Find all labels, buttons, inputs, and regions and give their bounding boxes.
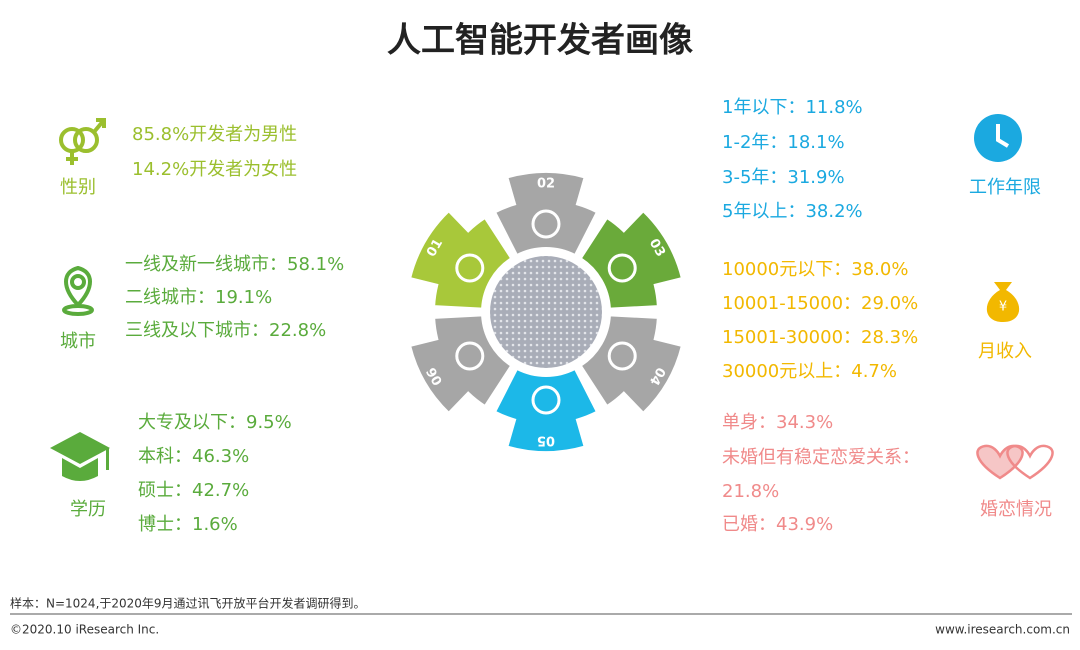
title: 人工智能开发者画像 [387, 21, 693, 61]
hearts-icon [976, 444, 1054, 480]
section-label: 工作年限 [969, 177, 1041, 198]
segment-number: 02 [537, 177, 555, 192]
gear-center [490, 256, 602, 368]
stat-line: 15001-30000：28.3% [722, 327, 918, 348]
gear-segment [493, 171, 599, 257]
section-label: 城市 [60, 331, 96, 352]
stat-line: 未婚但有稳定恋爱关系： [722, 446, 920, 468]
segment-icon [531, 385, 561, 415]
svg-text:¥: ¥ [999, 300, 1007, 315]
city-icon [62, 265, 94, 316]
stat-line: 一线及新一线城市：58.1% [125, 254, 344, 275]
money-icon: ¥ [986, 282, 1020, 322]
stat-line: 博士：1.6% [138, 514, 238, 535]
section-label: 婚恋情况 [980, 498, 1052, 520]
section-label: 性别 [60, 177, 96, 198]
segment-number: 05 [537, 433, 555, 448]
stat-line: 已婚：43.9% [722, 514, 833, 535]
stat-line: 14.2%开发者为女性 [132, 159, 297, 180]
segment-icon [531, 209, 561, 239]
stat-line: 硕士：42.7% [138, 480, 249, 501]
gear-segment [493, 367, 599, 453]
stat-line: 85.8%开发者为男性 [132, 124, 297, 145]
section-label: 月收入 [978, 341, 1032, 362]
gender-icon [59, 118, 106, 165]
stat-line: 21.8% [722, 481, 779, 502]
segment-icon [607, 341, 637, 371]
stat-line: 10000元以下：38.0% [722, 259, 908, 280]
stat-line: 本科：46.3% [138, 446, 249, 467]
segment-icon [455, 341, 485, 371]
section-label: 学历 [70, 499, 106, 520]
stat-line: 三线及以下城市：22.8% [125, 320, 326, 341]
stat-line: 1-2年：18.1% [722, 132, 845, 153]
stat-line: 二线城市：19.1% [125, 287, 272, 308]
stat-line: 大专及以下：9.5% [138, 412, 292, 433]
segment-icon [607, 253, 637, 283]
website: www.iresearch.com.cn [935, 623, 1070, 637]
stat-line: 3-5年：31.9% [722, 167, 845, 188]
copyright: ©2020.10 iResearch Inc. [10, 623, 159, 637]
stat-line: 10001-15000：29.0% [722, 293, 918, 314]
stat-line: 1年以下：11.8% [722, 97, 863, 118]
segment-icon [455, 253, 485, 283]
stat-line: 5年以上：38.2% [722, 201, 863, 222]
clock-icon [974, 114, 1022, 162]
stat-line: 单身：34.3% [722, 412, 833, 433]
footer-note: 样本：N=1024,于2020年9月通过讯飞开放平台开发者调研得到。 [10, 596, 366, 611]
education-icon [50, 432, 110, 481]
stat-line: 30000元以上：4.7% [722, 361, 897, 382]
